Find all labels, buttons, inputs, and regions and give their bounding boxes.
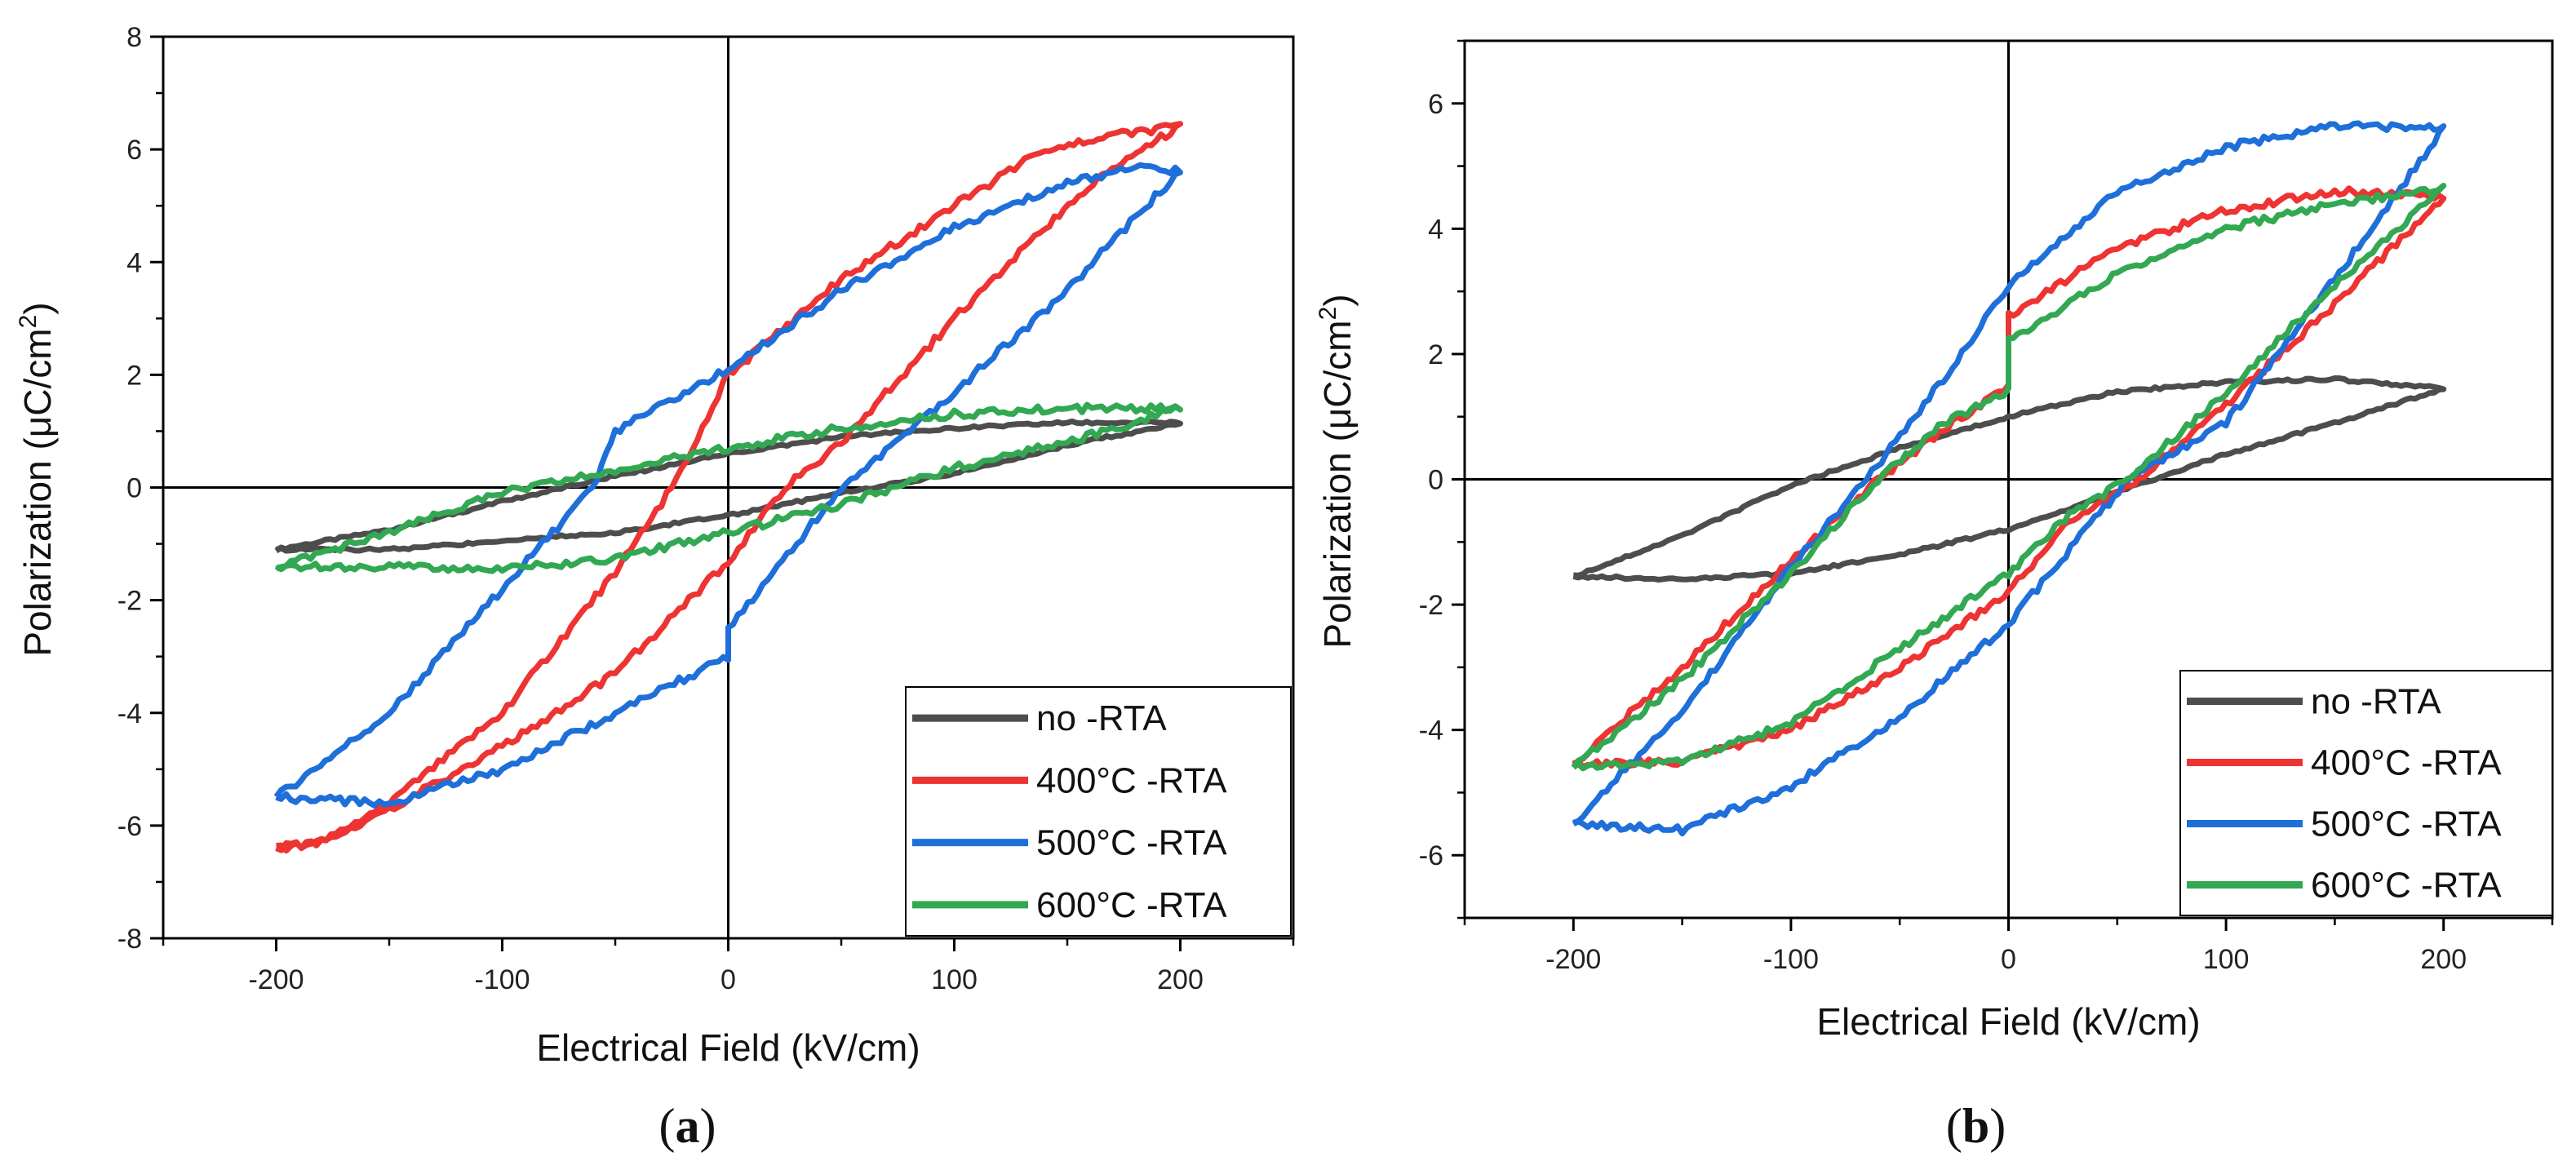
y-tick-label: -4	[1419, 716, 1443, 747]
legend-label-4: 600°C -RTA	[1036, 885, 1227, 925]
legend-label-2: 400°C -RTA	[2311, 743, 2502, 783]
series-loop-1	[274, 418, 1183, 554]
legend: no -RTA 400°C -RTA 500°C -RTA 600°C -RTA	[905, 686, 1292, 937]
y-axis-title-close: )	[1316, 294, 1359, 306]
y-tick-label: -2	[1419, 590, 1443, 621]
series-loop-4	[274, 401, 1183, 574]
x-tick-label: 100	[931, 964, 978, 995]
x-tick-label: 200	[1157, 964, 1204, 995]
x-tick-label: 0	[720, 964, 736, 995]
y-axis-title: Polarization (μC/cm2)	[1315, 294, 1359, 648]
y-axis-title: Polarization (μC/cm2)	[15, 302, 59, 656]
legend-box	[905, 686, 1292, 937]
x-axis-title: Electrical Field (kV/cm)	[1816, 1000, 2200, 1043]
panel-label: (a)	[659, 1099, 716, 1153]
legend-label-1: no -RTA	[2311, 682, 2441, 722]
legend-box	[2179, 670, 2553, 916]
legend: no -RTA 400°C -RTA 500°C -RTA 600°C -RTA	[2179, 670, 2553, 916]
x-tick-label: -100	[1763, 944, 1819, 975]
series-loop-1	[1572, 375, 2447, 583]
x-tick-label: -200	[248, 964, 304, 995]
legend-label-3: 500°C -RTA	[2311, 804, 2502, 844]
chart-panel-a: -200 -100 0 100 200 -8 -6 -4 -2 0 2 4 6 8 Electrical F…	[15, 22, 1295, 1153]
x-axis-title: Electrical Field (kV/cm)	[536, 1026, 920, 1069]
y-axis-title-unit: μC/cm	[1316, 320, 1359, 429]
y-tick-label: -8	[117, 924, 142, 955]
y-tick-label: -4	[117, 698, 142, 729]
series-loop-2	[275, 121, 1183, 854]
y-axis-title-superscript: 2	[15, 315, 42, 329]
y-tick-label: 2	[1428, 339, 1443, 370]
panel-label-letter: a	[676, 1099, 700, 1153]
panel-label-open: (	[1946, 1099, 1962, 1153]
panel-label-close: )	[700, 1099, 716, 1153]
y-tick-label: -6	[1419, 840, 1443, 871]
panel-label-letter: b	[1962, 1099, 1989, 1153]
x-tick-label: 200	[2420, 944, 2467, 975]
y-axis-title-close: )	[16, 302, 59, 314]
y-axis-title-main: Polarization (	[1316, 429, 1359, 649]
panel-label: (b)	[1946, 1099, 2006, 1153]
legend-label-2: 400°C -RTA	[1036, 760, 1227, 800]
y-tick-label: 0	[126, 473, 142, 504]
x-tick-label: -200	[1545, 944, 1601, 975]
series-loop-3	[1572, 120, 2447, 837]
panel-label-close: )	[1989, 1099, 2006, 1153]
panel-label-open: (	[659, 1099, 676, 1153]
y-tick-label: 2	[126, 360, 142, 391]
y-tick-label: 4	[126, 247, 142, 278]
legend-label-4: 600°C -RTA	[2311, 866, 2502, 906]
x-tick-label: 0	[2001, 944, 2016, 975]
y-tick-label: 6	[1428, 89, 1443, 120]
y-tick-label: 6	[126, 135, 142, 166]
chart-panel-b: -200 -100 0 100 200 -6 -4 -2 0 2 4 6 Electrical Fiel…	[1315, 39, 2554, 1153]
series-loop-3	[273, 162, 1183, 809]
y-tick-label: -2	[117, 586, 142, 617]
y-tick-label: 0	[1428, 465, 1443, 496]
y-tick-label: -6	[117, 811, 142, 842]
y-axis-title-unit: μC/cm	[16, 328, 59, 437]
x-tick-label: 100	[2203, 944, 2250, 975]
legend-label-3: 500°C -RTA	[1036, 823, 1227, 863]
x-tick-label: -100	[474, 964, 530, 995]
y-tick-label: 4	[1428, 214, 1443, 245]
series-loop-4	[1571, 183, 2447, 772]
legend-label-1: no -RTA	[1036, 698, 1167, 738]
y-tick-label: 8	[126, 22, 142, 53]
y-axis-title-superscript: 2	[1315, 307, 1341, 321]
y-axis-title-main: Polarization (	[16, 437, 59, 657]
